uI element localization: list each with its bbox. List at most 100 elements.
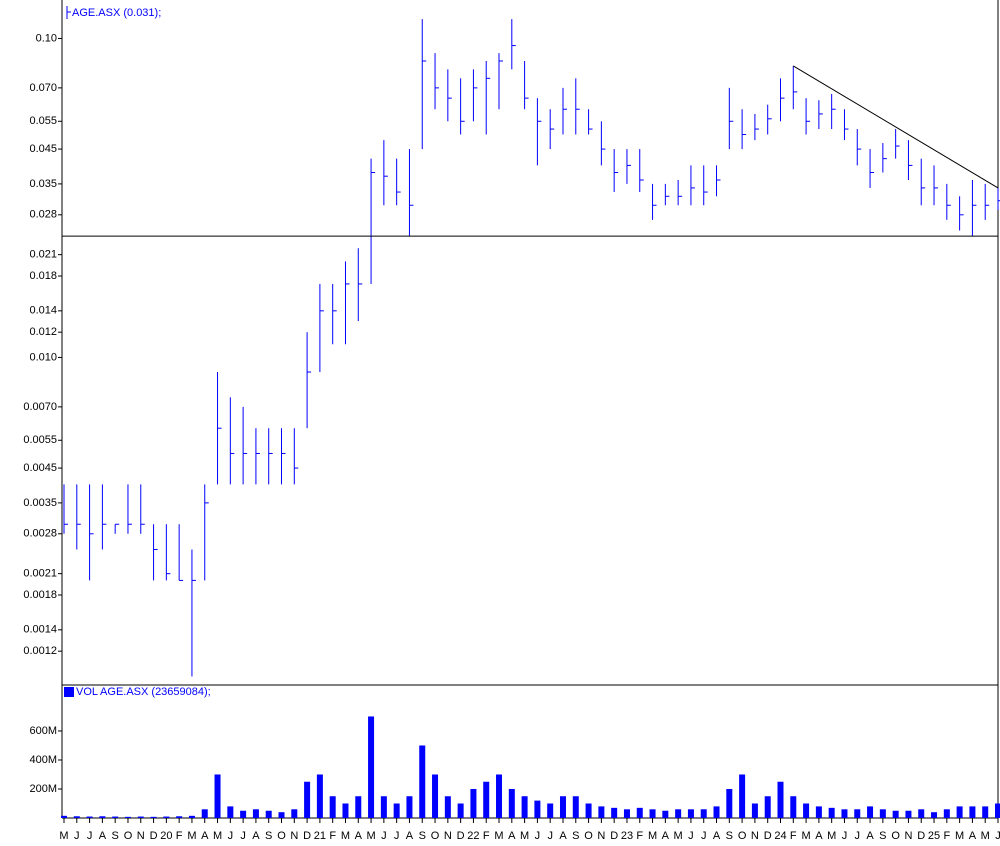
volume-bar (611, 807, 618, 818)
volume-bar (585, 803, 592, 818)
x-tick-label: M (494, 830, 503, 842)
x-tick-label: A (713, 830, 721, 842)
volume-bar (201, 809, 208, 818)
volume-bar (99, 816, 106, 818)
volume-bar (227, 806, 234, 818)
volume-bar (777, 781, 784, 818)
y-tick-label: 0.0018 (23, 589, 57, 601)
volume-bar (892, 810, 899, 818)
volume-bar (86, 816, 93, 818)
volume-bar (380, 796, 387, 818)
volume-bar (879, 809, 886, 818)
volume-bar (393, 803, 400, 818)
volume-bar (252, 809, 259, 818)
x-tick-label: A (508, 830, 516, 842)
x-tick-label: M (213, 830, 222, 842)
volume-bar (316, 774, 323, 818)
x-tick-label: M (187, 830, 196, 842)
y-tick-label: 0.0070 (23, 401, 57, 413)
x-tick-label: D (610, 830, 618, 842)
x-tick-label: N (444, 830, 452, 842)
volume-bar (240, 810, 247, 818)
x-tick-label: F (483, 830, 490, 842)
volume-bar (905, 810, 912, 818)
x-tick-label: F (790, 830, 797, 842)
volume-bar (355, 796, 362, 818)
volume-bar (470, 788, 477, 818)
x-tick-label: J (381, 830, 387, 842)
y-tick-label: 0.0045 (23, 462, 57, 474)
x-tick-label: M (520, 830, 529, 842)
volume-bar (841, 809, 848, 818)
volume-bar (368, 716, 375, 818)
x-tick-label: A (866, 830, 874, 842)
trend-line (793, 65, 999, 189)
x-tick-label: S (419, 830, 426, 842)
volume-bar (982, 806, 989, 818)
volume-bar (790, 796, 797, 818)
x-tick-label: 23 (621, 830, 633, 842)
x-tick-label: M (366, 830, 375, 842)
x-tick-label: M (801, 830, 810, 842)
x-tick-label: N (137, 830, 145, 842)
x-tick-label: O (738, 830, 747, 842)
y-tick-label: 0.0055 (23, 434, 57, 446)
y-tick-label: 0.018 (29, 270, 57, 282)
x-tick-label: J (535, 830, 541, 842)
y-tick-label: 0.0035 (23, 497, 57, 509)
x-tick-label: S (112, 830, 119, 842)
x-tick-label: M (674, 830, 683, 842)
volume-bar (867, 806, 874, 818)
x-tick-label: O (891, 830, 900, 842)
x-tick-label: M (981, 830, 990, 842)
x-tick-label: N (290, 830, 298, 842)
x-tick-label: F (636, 830, 643, 842)
x-tick-label: N (751, 830, 759, 842)
volume-bar (662, 810, 669, 818)
x-tick-label: J (701, 830, 707, 842)
x-tick-label: A (252, 830, 260, 842)
x-tick-label: J (87, 830, 93, 842)
y-tick-label: 0.070 (29, 82, 57, 94)
volume-bar (687, 809, 694, 818)
y-tick-label: 0.012 (29, 326, 57, 338)
volume-bar (828, 807, 835, 818)
y-tick-label: 0.10 (36, 32, 57, 44)
x-tick-label: J (228, 830, 234, 842)
volume-bar (854, 809, 861, 818)
volume-bar (112, 816, 119, 818)
y-tick-label: 0.0021 (23, 568, 57, 580)
x-tick-label: O (277, 830, 286, 842)
x-tick-label: F (329, 830, 336, 842)
x-tick-label: A (99, 830, 107, 842)
volume-bar (534, 800, 541, 818)
x-tick-label: S (265, 830, 272, 842)
volume-bar (918, 809, 925, 818)
x-tick-label: S (879, 830, 886, 842)
volume-bar (764, 796, 771, 818)
x-tick-label: J (547, 830, 553, 842)
x-tick-label: M (59, 830, 68, 842)
x-tick-label: S (572, 830, 579, 842)
x-tick-label: F (943, 830, 950, 842)
volume-bar (137, 816, 144, 818)
x-tick-label: S (726, 830, 733, 842)
x-tick-label: M (955, 830, 964, 842)
x-tick-label: O (124, 830, 133, 842)
volume-bar (329, 796, 336, 818)
x-tick-label: N (904, 830, 912, 842)
volume-bar (969, 806, 976, 818)
y-tick-label: 0.0028 (23, 528, 57, 540)
y-tick-label: 200M (29, 783, 57, 795)
volume-bar (508, 788, 515, 818)
legend-swatch (64, 687, 74, 697)
volume-bar (265, 810, 272, 818)
volume-bar (342, 803, 349, 818)
y-tick-label: 0.055 (29, 115, 57, 127)
x-tick-label: A (201, 830, 209, 842)
volume-bar (406, 796, 413, 818)
volume-bar (559, 796, 566, 818)
y-tick-label: 0.028 (29, 209, 57, 221)
x-tick-label: 24 (774, 830, 786, 842)
